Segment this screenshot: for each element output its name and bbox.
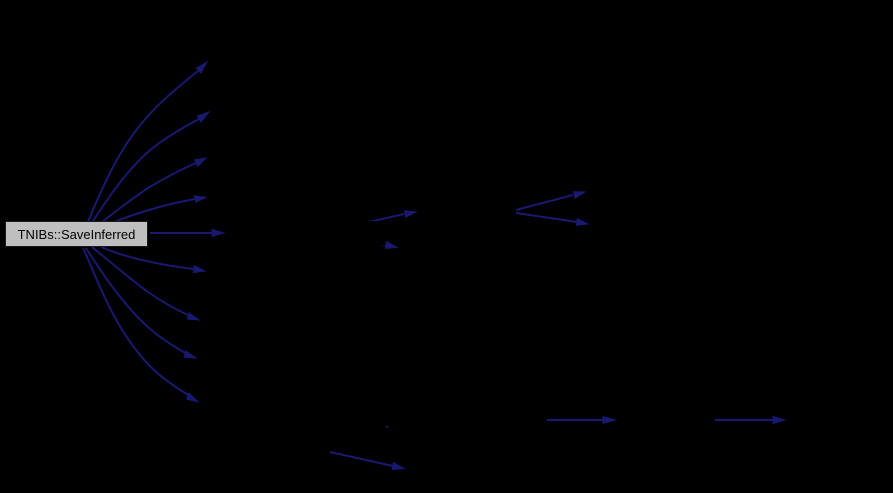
graph-node[interactable] xyxy=(618,212,713,236)
graph-node[interactable] xyxy=(236,221,386,245)
edge-root-to-n7-arrowhead xyxy=(186,311,201,321)
edge-root-to-n9-arrowhead xyxy=(185,392,200,403)
graph-node[interactable] xyxy=(430,451,502,475)
graph-node[interactable] xyxy=(620,409,712,433)
edge-root-to-n8-arrowhead xyxy=(183,350,198,359)
edge-root-to-n4-arrowhead xyxy=(193,195,208,204)
edge-mid-a-arrowhead xyxy=(403,210,418,219)
edge-low-b xyxy=(329,451,394,467)
graph-node[interactable] xyxy=(236,131,386,155)
edge-root-to-n2-arrowhead xyxy=(196,110,211,124)
edge-mid-d xyxy=(515,212,578,223)
graph-node[interactable] xyxy=(236,19,386,43)
edge-mid-c-arrowhead xyxy=(572,191,587,200)
graph-node[interactable] xyxy=(790,409,888,433)
graph-node[interactable] xyxy=(440,237,512,261)
edge-root-to-n6-arrowhead xyxy=(192,264,207,274)
graph-node[interactable] xyxy=(236,183,386,207)
graph-node[interactable] xyxy=(618,176,713,200)
edge-far-b-arrowhead xyxy=(772,415,787,425)
edge-mid-b-arrowhead xyxy=(384,240,399,249)
graph-node[interactable] xyxy=(236,75,386,99)
edge-root-to-n6 xyxy=(100,246,194,270)
graph-node[interactable] xyxy=(440,196,512,220)
edge-root-to-n7 xyxy=(91,246,191,317)
edge-root-to-n1 xyxy=(82,70,199,234)
edge-mid-c xyxy=(515,194,574,211)
graph-node-root[interactable]: TNIBs::SaveInferred xyxy=(5,221,148,247)
edge-low-b-arrowhead xyxy=(391,461,406,471)
graph-node[interactable] xyxy=(236,310,386,334)
graph-node-root-label: TNIBs::SaveInferred xyxy=(17,226,136,242)
edge-far-a-arrowhead xyxy=(602,415,617,425)
graph-node[interactable] xyxy=(236,261,386,285)
graph-node[interactable] xyxy=(430,411,502,435)
graph-node[interactable] xyxy=(236,367,386,391)
edge-root-to-n9 xyxy=(82,247,191,397)
edge-root-to-n8 xyxy=(85,247,188,355)
edge-root-to-n5-arrowhead xyxy=(211,228,226,238)
edge-root-to-n3 xyxy=(91,162,197,231)
edge-root-to-n3-arrowhead xyxy=(193,157,208,168)
graph-node[interactable] xyxy=(236,419,386,443)
edge-mid-d-arrowhead xyxy=(575,217,590,226)
edge-root-to-n1-arrowhead xyxy=(195,60,209,74)
edge-root-to-n2 xyxy=(85,118,200,233)
